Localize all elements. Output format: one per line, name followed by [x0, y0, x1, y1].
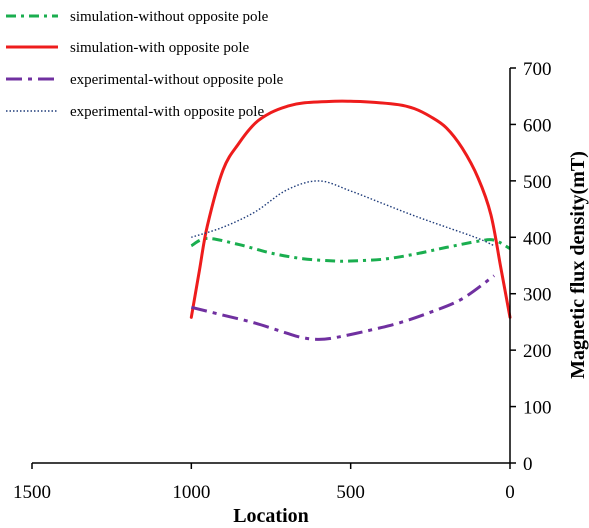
y-tick-label: 0 — [523, 454, 533, 475]
x-tick-label: 0 — [505, 482, 515, 503]
legend-label-2: simulation-with opposite pole — [70, 40, 249, 56]
y-tick-label: 500 — [523, 172, 552, 193]
y-tick-label: 400 — [523, 228, 552, 249]
y-tick-label: 700 — [523, 59, 552, 80]
y-axis-title: Magnetic flux density(mT) — [567, 151, 589, 379]
series-line-1 — [190, 236, 511, 263]
x-tick-label: 1000 — [172, 482, 210, 503]
legend-label-3: experimental-without opposite pole — [70, 72, 284, 88]
series-line-3 — [190, 274, 495, 341]
legend: simulation-without opposite pole simulati… — [6, 9, 284, 120]
x-tick-label: 1500 — [13, 482, 51, 503]
y-tick-label: 200 — [523, 341, 552, 362]
legend-label-4: experimental-with opposite pole — [70, 104, 264, 120]
legend-label-1: simulation-without opposite pole — [70, 9, 269, 25]
y-tick-label: 300 — [523, 285, 552, 306]
y-tick-label: 100 — [523, 398, 552, 419]
axes: 1500 1000 500 00 100 200 300 400 500 600 700 — [13, 59, 552, 503]
series-layer — [189, 99, 512, 341]
x-axis-title: Location — [233, 505, 309, 527]
series-line-2 — [189, 99, 512, 319]
y-tick-label: 600 — [523, 115, 552, 136]
series-line-4 — [191, 180, 495, 247]
x-tick-label: 500 — [336, 482, 365, 503]
